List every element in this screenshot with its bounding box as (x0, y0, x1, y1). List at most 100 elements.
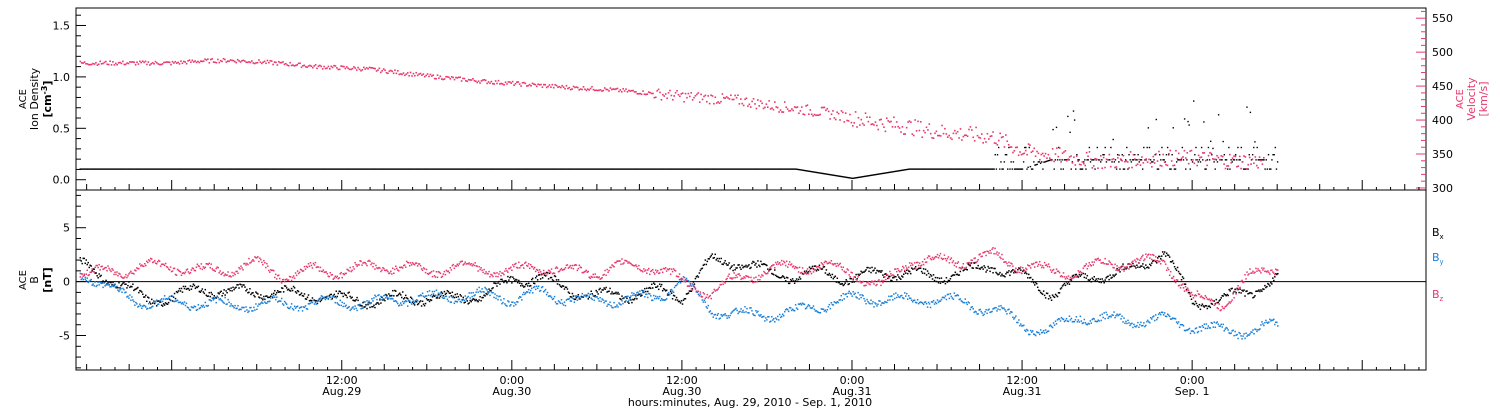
field-point-x (497, 282, 499, 284)
field-point-x (111, 284, 113, 286)
field-point-z (470, 263, 472, 265)
density-point (928, 168, 931, 170)
density-point (984, 168, 986, 170)
field-point-x (786, 277, 789, 279)
density-point (1019, 168, 1021, 170)
density-point (316, 168, 318, 170)
field-point-y (1222, 323, 1224, 326)
field-point-z (647, 269, 649, 271)
field-point-y (407, 299, 410, 302)
density-point (836, 175, 839, 177)
density-point (943, 168, 945, 170)
field-point-x (566, 288, 569, 290)
field-point-x (952, 274, 955, 276)
field-point-y (79, 272, 82, 275)
field-point-y (508, 301, 510, 303)
field-point-x (763, 263, 765, 265)
field-point-x (1245, 290, 1247, 293)
density-point (792, 168, 795, 170)
field-point-x (1248, 292, 1250, 295)
density-point (181, 168, 183, 170)
density-point (907, 168, 909, 171)
field-point-z (287, 279, 290, 281)
field-point-y (1143, 322, 1145, 324)
field-point-y (1259, 328, 1261, 330)
field-point-y (590, 297, 592, 299)
field-point-y (497, 298, 499, 301)
field-point-y (1210, 321, 1213, 324)
field-point-x (1164, 255, 1167, 257)
density-point (163, 168, 165, 170)
field-point-x (526, 283, 528, 285)
velocity-point (565, 84, 568, 87)
field-point-x (445, 292, 448, 295)
field-point-z (471, 264, 473, 267)
density-point (1198, 159, 1201, 161)
field-point-z (310, 264, 313, 267)
field-point-y (343, 302, 345, 305)
density-point (1036, 163, 1038, 166)
velocity-point (1030, 151, 1033, 154)
field-point-x (653, 283, 656, 286)
field-point-y (237, 304, 239, 307)
field-point-x (208, 291, 211, 294)
field-point-x (357, 299, 359, 302)
field-point-z (517, 267, 519, 269)
field-point-y (956, 294, 959, 296)
velocity-point (812, 115, 814, 117)
density-point (927, 168, 930, 170)
field-point-z (395, 265, 397, 267)
field-point-y (274, 298, 277, 301)
field-point-y (744, 306, 746, 308)
field-point-x (823, 265, 826, 268)
field-point-z (111, 268, 113, 270)
density-point (742, 168, 745, 170)
field-point-y (225, 303, 227, 306)
density-point (205, 168, 207, 170)
velocity-point (596, 89, 599, 92)
velocity-point (834, 118, 837, 121)
field-point-x (422, 303, 425, 305)
field-point-y (914, 301, 917, 304)
field-point-x (1056, 295, 1059, 298)
density-point (391, 168, 393, 170)
field-point-x (268, 296, 270, 299)
density-point (174, 168, 177, 170)
density-point (619, 168, 621, 170)
field-point-x (158, 301, 161, 303)
field-point-y (884, 300, 886, 303)
field-point-y (1245, 332, 1247, 335)
velocity-point (1135, 164, 1138, 167)
field-point-x (990, 267, 992, 269)
velocity-point (333, 64, 335, 67)
field-point-y (871, 302, 873, 305)
density-point (873, 174, 875, 176)
field-point-x (509, 276, 511, 279)
field-point-z (594, 273, 596, 275)
field-point-z (109, 269, 111, 271)
field-point-y (1239, 332, 1241, 335)
field-point-z (244, 262, 246, 265)
field-point-x (462, 296, 465, 299)
density-point (431, 168, 433, 170)
density-point (406, 168, 408, 170)
density-point (1161, 146, 1163, 149)
field-point-x (162, 303, 165, 305)
field-point-x (816, 268, 819, 271)
velocity-point (897, 125, 899, 128)
field-point-x (1038, 289, 1041, 292)
field-point-y (461, 299, 464, 302)
density-point (640, 168, 643, 170)
density-point (1092, 159, 1094, 161)
field-point-x (708, 258, 711, 260)
density-point (987, 168, 990, 170)
velocity-point (1253, 162, 1255, 165)
velocity-point (633, 91, 636, 93)
velocity-point (1185, 157, 1187, 159)
field-point-y (147, 307, 149, 310)
density-point (564, 168, 567, 170)
density-point (911, 168, 914, 170)
field-point-x (1211, 303, 1214, 305)
field-point-x (400, 296, 403, 299)
density-tick-label: 0.0 (53, 174, 71, 187)
